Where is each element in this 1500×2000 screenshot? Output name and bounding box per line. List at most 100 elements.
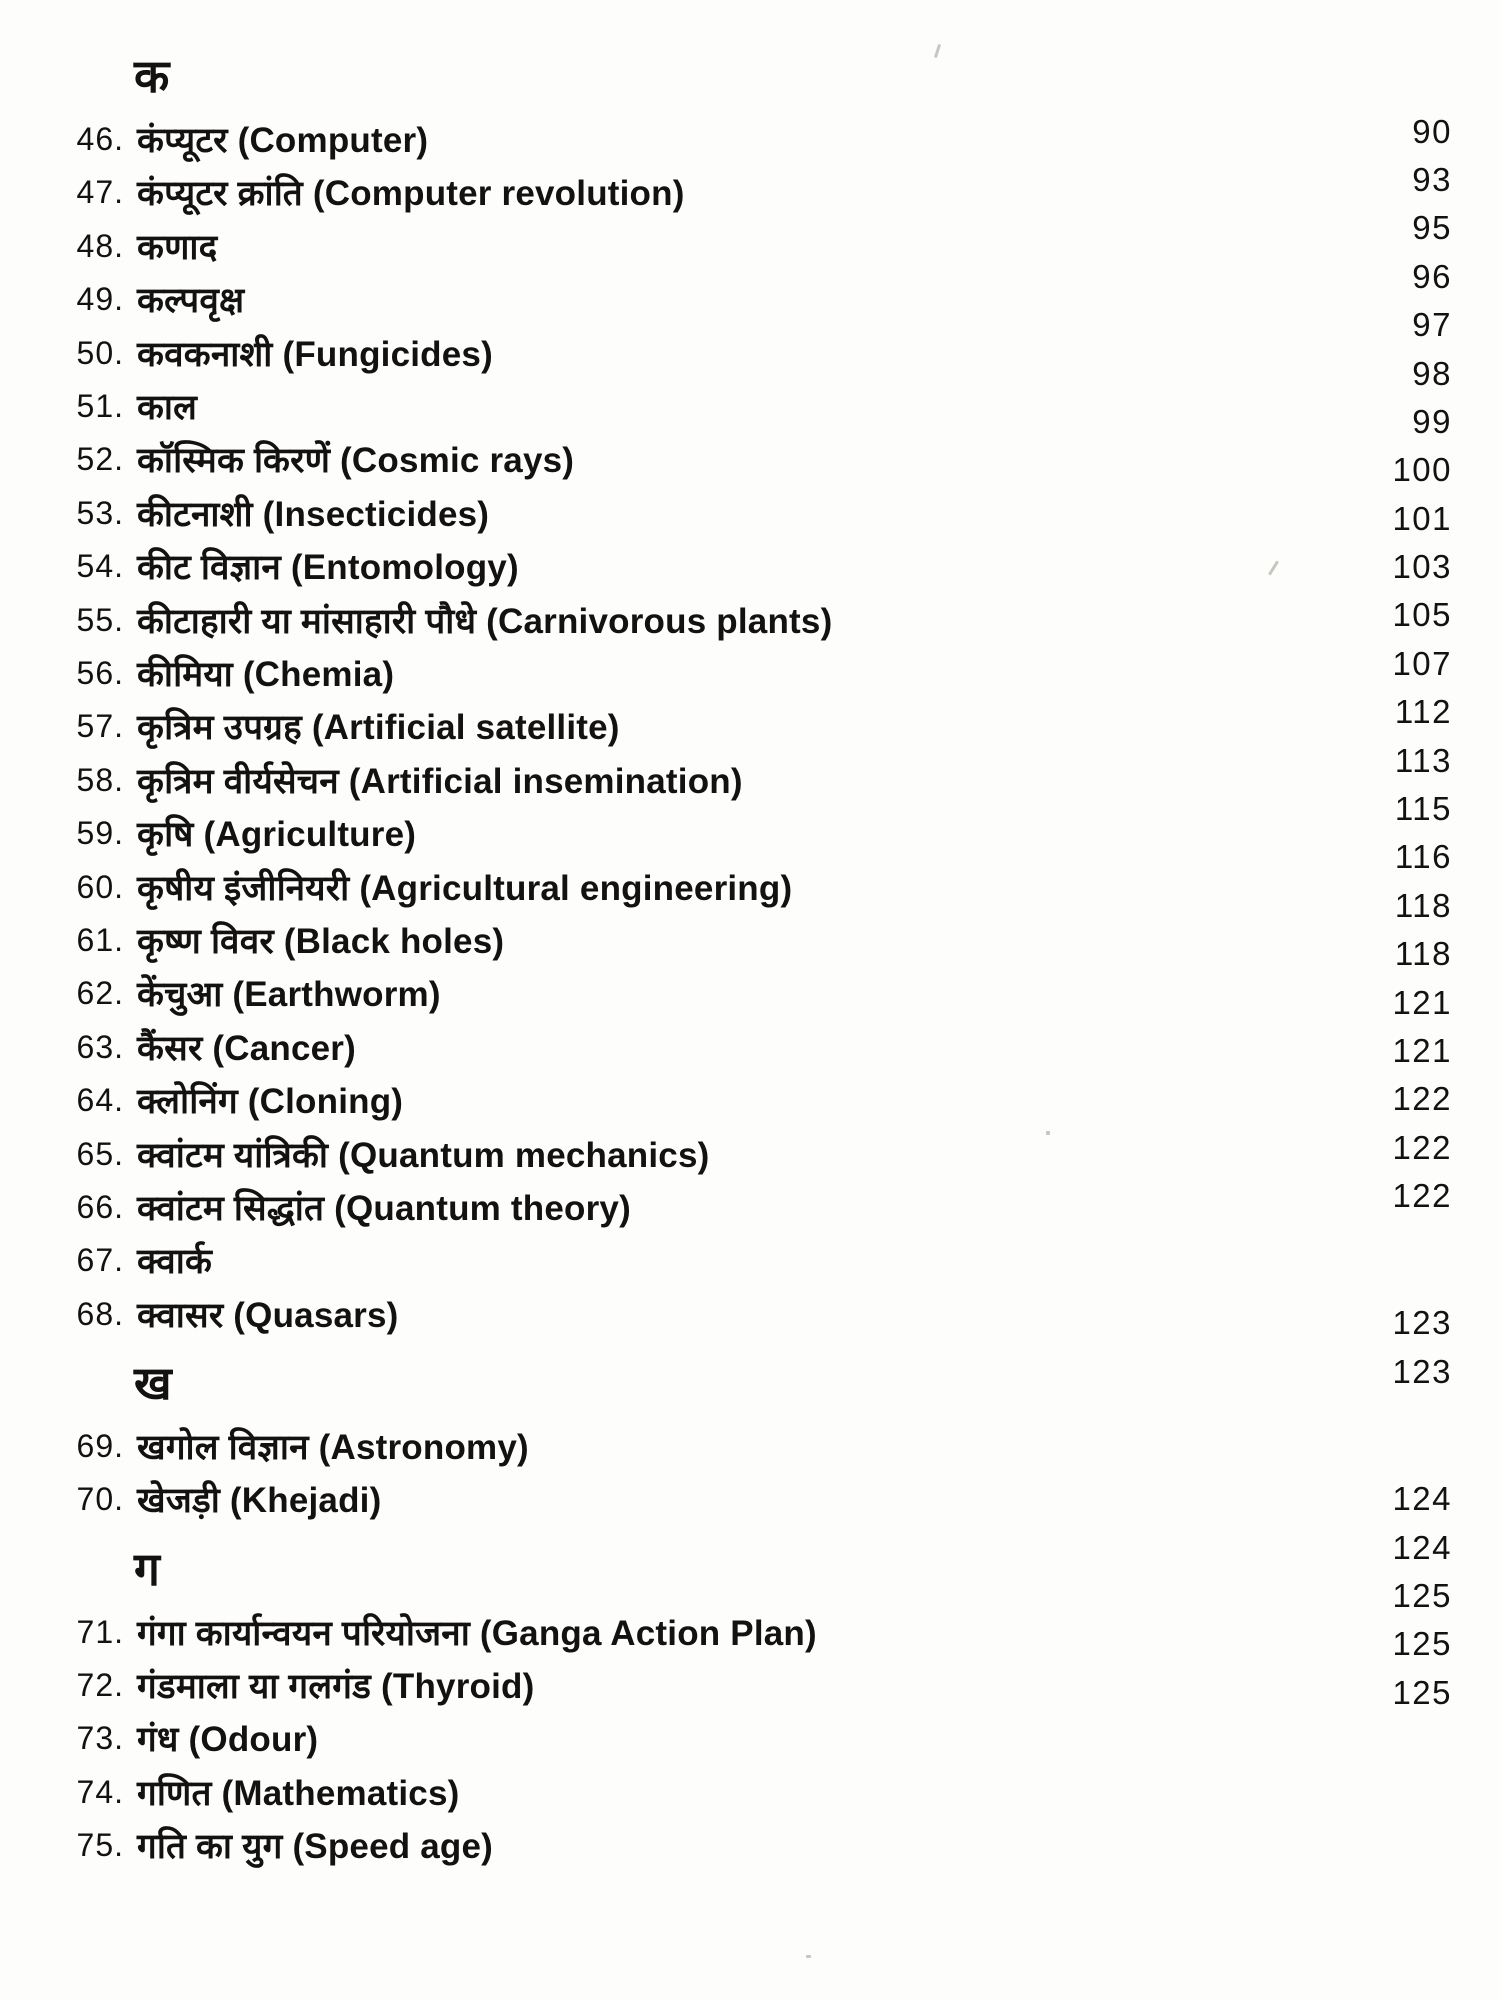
section-heading: क: [134, 50, 171, 102]
entry-page-number: 99: [1412, 402, 1452, 440]
entry-page-number: 121: [1392, 1032, 1452, 1069]
section-heading: ख: [134, 1356, 173, 1409]
toc-sections: क 46. कंप्यूटर (Computer) 90 47. कंप्यूट…: [60, 50, 1452, 1872]
entry-number: 53.: [76, 494, 124, 531]
entry-page-number: 121: [1392, 983, 1452, 1021]
entry-page-number: 122: [1392, 1128, 1452, 1166]
entry-page-number: 107: [1392, 644, 1452, 682]
entry-number: 68.: [76, 1295, 124, 1332]
entry-number: 50.: [76, 334, 124, 371]
entry-number: 56.: [76, 654, 124, 691]
entry-page-number: 115: [1394, 790, 1452, 828]
entry-page-number: 125: [1392, 1576, 1452, 1614]
entry-number: 57.: [76, 708, 124, 745]
toc-entry-row: 71. गंगा कार्यान्वयन परियोजना (Ganga Act…: [60, 1480, 1452, 1658]
entry-page-number: 98: [1412, 354, 1452, 392]
entry-page-number: 124: [1392, 1528, 1452, 1566]
entry-title: गति का युग (Speed age): [137, 1827, 494, 1867]
entry-title: कवकनाशी (Fungicides): [137, 334, 493, 374]
entry-number: 61.: [76, 921, 124, 958]
entry-number: 71.: [76, 1613, 124, 1650]
toc-entry-row: 56. कीमिया (Chemia) 105: [60, 596, 1452, 700]
entry-number: 65.: [76, 1135, 124, 1172]
entry-number: 69.: [76, 1427, 124, 1464]
entry-title: कैंसर (Cancer): [137, 1028, 356, 1068]
entry-number: 75.: [76, 1827, 124, 1864]
entry-page-number: 125: [1392, 1625, 1452, 1663]
entry-page-number: 125: [1392, 1673, 1452, 1711]
entry-title: कृत्रिम वीर्यसेचन (Artificial inseminati…: [137, 761, 743, 801]
toc-entry-row: 68. क्वासर (Quasars) 122: [60, 1177, 1452, 1340]
entry-title: कृषीय इंजीनियरी (Agricultural engineerin…: [137, 868, 793, 908]
entry-title: कणाद: [137, 227, 218, 267]
toc-entry-row: 61. कृष्ण विवर (Black holes) 116: [60, 838, 1452, 967]
entry-number: 62.: [76, 975, 124, 1012]
entry-title: गंध (Odour): [137, 1720, 319, 1760]
section-rows: 69. खगोल विज्ञान (Astronomy) 123 70. खेज…: [60, 1304, 1452, 1527]
toc-entry-row: 69. खगोल विज्ञान (Astronomy) 123: [60, 1304, 1452, 1473]
toc-entry-row: 64. क्लोनिंग (Cloning) 121: [60, 984, 1452, 1127]
entry-number: 51.: [76, 388, 124, 425]
toc-section: क 46. कंप्यूटर (Computer) 90 47. कंप्यूट…: [60, 50, 1452, 1341]
toc-entry-row: 63. कैंसर (Cancer) 118: [60, 935, 1452, 1074]
entry-page-number: 118: [1394, 886, 1452, 924]
entry-page-number: 112: [1394, 693, 1452, 731]
entry-title: कीमिया (Chemia): [137, 654, 395, 694]
entry-page-number: 122: [1392, 1177, 1452, 1215]
section-rows: 71. गंगा कार्यान्वयन परियोजना (Ganga Act…: [60, 1480, 1452, 1872]
entry-title: गंगा कार्यान्वयन परियोजना (Ganga Action …: [137, 1613, 817, 1653]
toc-entry-row: 60. कृषीय इंजीनियरी (Agricultural engine…: [60, 790, 1452, 913]
entry-title: क्वांटम यांत्रिकी (Quantum mechanics): [137, 1135, 710, 1175]
entry-title: केंचुआ (Earthworm): [137, 975, 441, 1015]
entry-number: 70.: [76, 1481, 124, 1518]
entry-title: क्वार्क: [137, 1242, 213, 1282]
entry-page-number: 90: [1412, 112, 1452, 150]
entry-title: कृत्रिम उपग्रह (Artificial satellite): [137, 708, 620, 748]
entry-number: 46.: [76, 121, 124, 158]
toc-entry-row: 54. कीट विज्ञान (Entomology) 101: [60, 500, 1452, 593]
toc-entry-row: 52. कॉस्मिक किरणें (Cosmic rays) 99: [60, 403, 1452, 486]
entry-title: क्वांटम सिद्धांत (Quantum theory): [137, 1188, 631, 1228]
toc-entry-row: 53. कीटनाशी (Insecticides) 100: [60, 451, 1452, 540]
toc-entry-row: 66. क्वांटम सिद्धांत (Quantum theory) 12…: [60, 1080, 1452, 1234]
entry-page-number: 95: [1412, 209, 1452, 247]
toc-content: क 46. कंप्यूटर (Computer) 90 47. कंप्यूट…: [60, 50, 1452, 1872]
toc-section: ख 69. खगोल विज्ञान (Astronomy) 123 70. ख…: [60, 1304, 1452, 1527]
entry-page-number: 100: [1392, 451, 1452, 489]
entry-page-number: 113: [1394, 741, 1452, 779]
toc-entry-row: 67. क्वार्क 122: [60, 1129, 1452, 1287]
toc-entry-row: 48. कणाद 95: [60, 209, 1452, 273]
toc-entry-row: 46. कंप्यूटर (Computer) 90: [60, 113, 1452, 166]
entry-title: खगोल विज्ञान (Astronomy): [137, 1427, 529, 1467]
toc-section: ग 71. गंगा कार्यान्वयन परियोजना (Ganga A…: [60, 1480, 1452, 1873]
toc-entry-row: 62. केंचुआ (Earthworm) 118: [60, 887, 1452, 1020]
entry-title: काल: [137, 388, 198, 428]
entry-page-number: 123: [1392, 1352, 1452, 1390]
toc-entry-row: 47. कंप्यूटर क्रांति (Computer revolutio…: [60, 161, 1452, 219]
entry-number: 66.: [76, 1188, 124, 1225]
entry-title: कीटाहारी या मांसाहारी पौधे (Carnivorous …: [137, 601, 833, 641]
toc-entry-row: 57. कृत्रिम उपग्रह (Artificial satellite…: [60, 645, 1452, 753]
entry-title: गणित (Mathematics): [137, 1773, 460, 1813]
toc-entry-row: 55. कीटाहारी या मांसाहारी पौधे (Carnivor…: [60, 548, 1452, 646]
entry-number: 64.: [76, 1082, 124, 1119]
entry-number: 59.: [76, 815, 124, 852]
toc-entry-row: 59. कृषि (Agriculture) 113: [60, 742, 1452, 860]
toc-entry-row: 58. कृत्रिम वीर्यसेचन (Artificial insemi…: [60, 693, 1452, 807]
entry-number: 55.: [76, 601, 124, 638]
entry-number: 52.: [76, 441, 124, 478]
toc-entry-row: 65. क्वांटम यांत्रिकी (Quantum mechanics…: [60, 1032, 1452, 1180]
entry-page-number: 97: [1412, 306, 1452, 344]
toc-entry-row: 70. खेजड़ी (Khejadi) 123: [60, 1353, 1452, 1526]
entry-number: 54.: [76, 548, 124, 585]
entry-number: 47.: [76, 174, 124, 211]
entry-number: 58.: [76, 761, 124, 798]
entry-number: 67.: [76, 1242, 124, 1279]
entry-page-number: 101: [1392, 499, 1452, 537]
entry-title: कीट विज्ञान (Entomology): [137, 548, 519, 588]
entry-title: क्लोनिंग (Cloning): [137, 1082, 404, 1122]
entry-number: 63.: [76, 1028, 124, 1065]
toc-entry-row: 72. गंडमाला या गलगंड (Thyroid) 124: [60, 1529, 1452, 1712]
entry-number: 49.: [76, 281, 124, 318]
entry-title: क्वासर (Quasars): [137, 1295, 399, 1335]
